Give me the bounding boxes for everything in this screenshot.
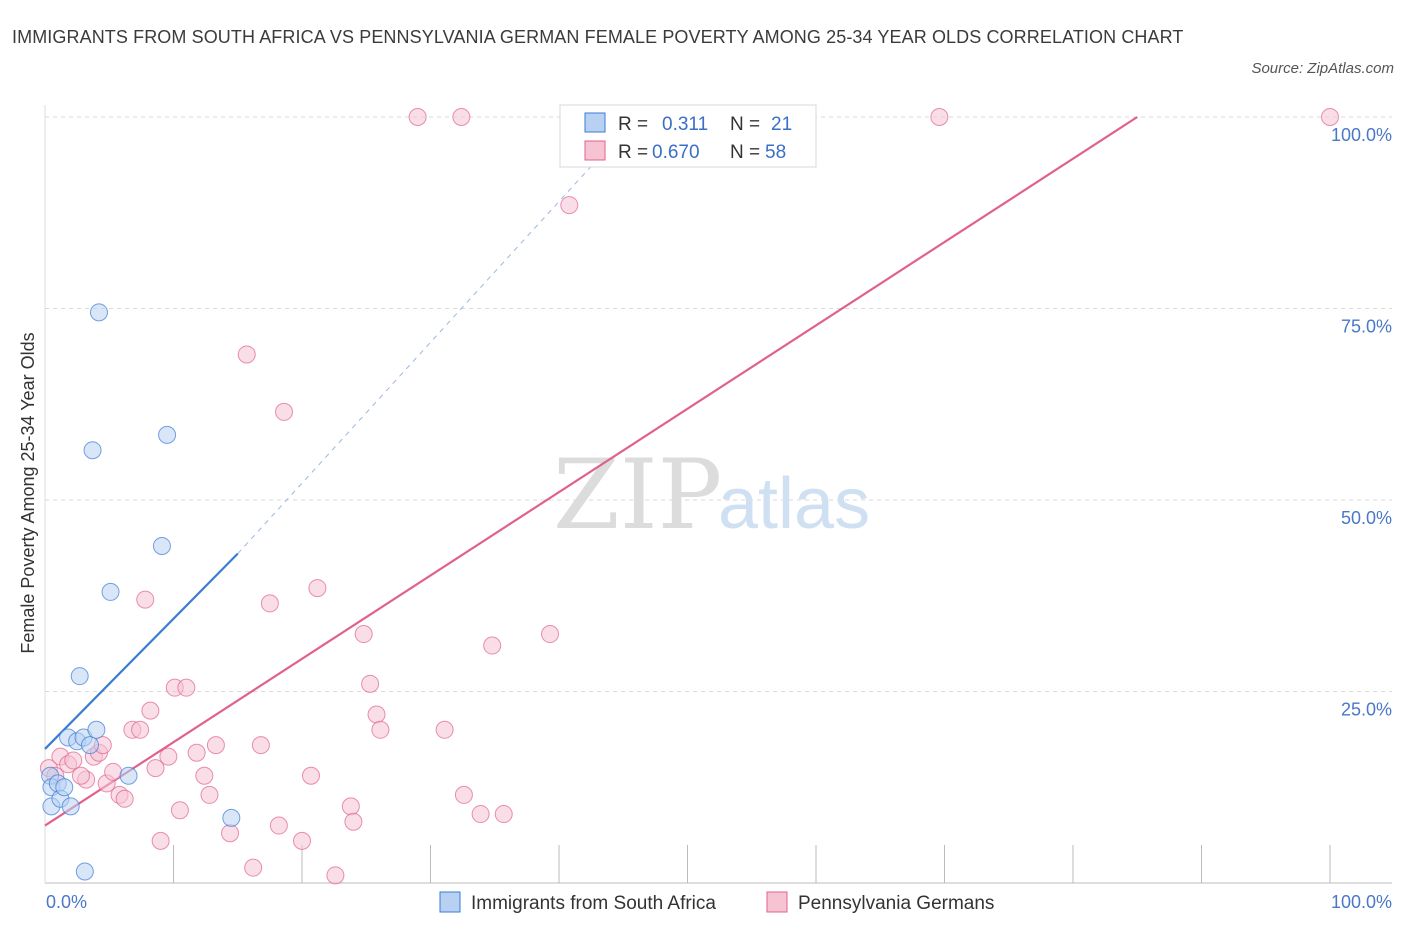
- point-pink-34: [301, 766, 320, 785]
- y-axis-title: Female Poverty Among 25-34 Year Olds: [18, 332, 38, 653]
- point-blue-12: [87, 720, 106, 739]
- point-pink-37: [341, 797, 360, 816]
- point-pink-32: [275, 402, 294, 421]
- point-blue-20: [222, 808, 241, 827]
- legend-n-label-2: N =: [730, 142, 760, 163]
- point-pink-17: [151, 831, 170, 850]
- point-pink-41: [367, 705, 386, 724]
- point-pink-15: [141, 701, 160, 720]
- point-blue-6: [61, 797, 80, 816]
- point-pink-39: [354, 625, 373, 644]
- trend-lines: [44, 116, 1138, 827]
- point-pink-42: [371, 720, 390, 739]
- point-blue-16: [101, 582, 120, 601]
- y-tick-label-3: 25.0%: [1341, 700, 1392, 720]
- legend-r-value-1: 0.311: [662, 114, 708, 135]
- y-tick-label-1: 75.0%: [1341, 317, 1392, 337]
- y-tick-label-2: 50.0%: [1341, 508, 1392, 528]
- point-blue-13: [75, 862, 94, 881]
- point-blue-11: [70, 667, 89, 686]
- trend-line-blue: [44, 552, 239, 750]
- source-label: Source: ZipAtlas.com: [1251, 60, 1394, 77]
- point-pink-18: [159, 747, 178, 766]
- x-tick-labels: 0.0% 100.0%: [46, 892, 1392, 912]
- point-pink-50: [541, 625, 560, 644]
- watermark-zip: ZIP: [553, 439, 722, 551]
- point-pink-28: [244, 858, 263, 877]
- point-blue-10: [80, 736, 99, 755]
- point-pink-26: [221, 824, 240, 843]
- point-pink-4: [64, 751, 83, 770]
- grid-lines: [45, 116, 1392, 692]
- point-pink-25: [206, 736, 225, 755]
- bottom-legend-swatch-pink: [766, 891, 788, 913]
- point-pink-11: [115, 789, 134, 808]
- point-pink-55: [1321, 108, 1339, 126]
- point-pink-24: [200, 785, 219, 804]
- point-pink-54: [930, 108, 949, 126]
- legend-n-value-2: 58: [765, 142, 786, 163]
- correlation-legend: R = 0.311 N = 21 R = 0.670 N = 58: [559, 104, 817, 168]
- point-blue-17: [119, 766, 138, 785]
- point-pink-30: [260, 594, 279, 613]
- point-pink-48: [483, 636, 502, 655]
- point-pink-40: [361, 674, 380, 693]
- point-pink-47: [471, 805, 490, 824]
- bottom-legend-label-pink: Pennsylvania Germans: [798, 893, 994, 914]
- x-tick-label-1: 100.0%: [1331, 892, 1392, 912]
- y-tick-labels: 100.0% 75.0% 50.0% 25.0%: [1331, 125, 1392, 720]
- y-tick-label-0: 100.0%: [1331, 125, 1392, 145]
- point-pink-27: [237, 345, 256, 364]
- legend-swatch-blue: [584, 112, 606, 133]
- point-pink-21: [177, 678, 196, 697]
- point-pink-36: [326, 866, 345, 885]
- point-blue-18: [152, 536, 171, 555]
- point-pink-9: [104, 762, 123, 781]
- point-pink-29: [251, 736, 270, 755]
- legend-r-label-2: R =: [618, 142, 648, 163]
- point-pink-49: [494, 805, 513, 824]
- point-pink-33: [293, 831, 311, 850]
- point-pink-57: [71, 766, 90, 785]
- trend-line-pink: [44, 116, 1138, 827]
- point-pink-20: [170, 801, 189, 820]
- point-pink-23: [195, 766, 214, 785]
- legend-swatch-pink: [584, 140, 606, 161]
- point-blue-19: [158, 425, 177, 444]
- point-pink-46: [454, 785, 473, 804]
- legend-n-label-1: N =: [730, 114, 760, 135]
- legend-r-label-1: R =: [618, 114, 648, 135]
- legend-r-value-2: 0.670: [652, 142, 700, 163]
- point-pink-13: [131, 720, 150, 739]
- point-pink-16: [146, 759, 165, 778]
- point-pink-31: [269, 816, 288, 835]
- point-pink-14: [136, 590, 155, 609]
- point-blue-14: [83, 441, 102, 460]
- trend-line-blue-extension: [237, 116, 637, 554]
- legend-n-value-1: 21: [771, 114, 792, 135]
- point-blue-5: [55, 778, 74, 797]
- point-pink-35: [308, 579, 327, 598]
- point-pink-45: [452, 108, 471, 126]
- point-blue-15: [89, 303, 108, 322]
- point-pink-38: [344, 812, 363, 831]
- point-pink-44: [435, 720, 454, 739]
- watermark-atlas: atlas: [718, 464, 870, 544]
- point-pink-51: [560, 196, 579, 215]
- bottom-legend-swatch-blue: [439, 891, 461, 913]
- x-axis-ticks: [44, 845, 1331, 883]
- bottom-legend-label-blue: Immigrants from South Africa: [471, 893, 716, 914]
- series-legend: Immigrants from South Africa Pennsylvani…: [439, 891, 994, 914]
- x-tick-label-0: 0.0%: [46, 892, 87, 912]
- point-pink-22: [187, 743, 206, 762]
- chart-title: IMMIGRANTS FROM SOUTH AFRICA VS PENNSYLV…: [12, 27, 1184, 47]
- point-pink-43: [408, 108, 427, 126]
